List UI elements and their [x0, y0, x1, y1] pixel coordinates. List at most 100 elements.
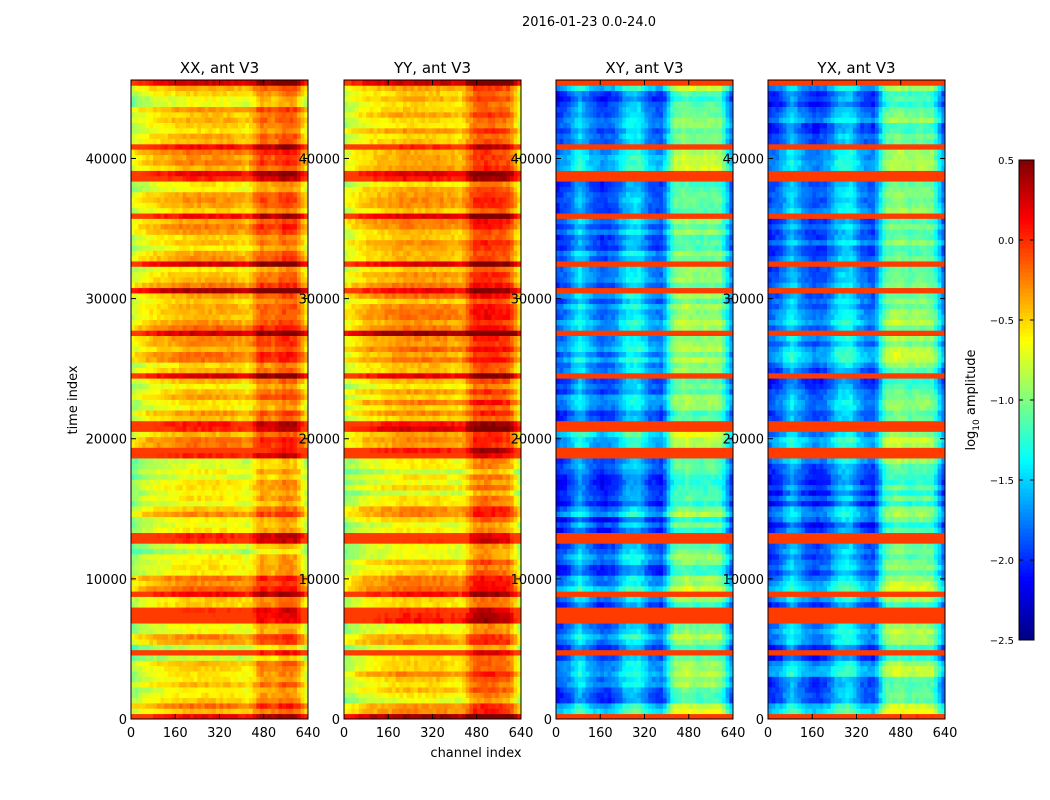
heatmap-cell [171, 617, 176, 624]
heatmap-cell [263, 591, 268, 597]
heatmap-cell [226, 580, 231, 587]
heatmap-cell [156, 639, 161, 645]
heatmap-cell [267, 330, 272, 336]
heatmap-cell [156, 420, 161, 427]
heatmap-cell [223, 479, 228, 486]
heatmap-cell [178, 537, 184, 544]
heatmap-cell [282, 500, 287, 507]
heatmap-cell [215, 282, 220, 289]
heatmap-cell [149, 388, 154, 395]
heatmap-cell [263, 474, 268, 480]
heatmap-cell [138, 537, 143, 544]
heatmap-cell [138, 612, 143, 619]
heatmap-cell [282, 388, 287, 395]
heatmap-cell [167, 170, 172, 177]
heatmap-cell [252, 394, 257, 400]
heatmap-cell [252, 527, 257, 534]
heatmap-cell [153, 335, 158, 342]
heatmap-cell [234, 324, 239, 331]
heatmap-cell [278, 516, 283, 523]
heatmap-cell [175, 521, 180, 528]
heatmap-cell [304, 324, 309, 331]
heatmap-cell [134, 442, 139, 448]
heatmap-cell [293, 255, 298, 262]
heatmap-cell [190, 250, 195, 257]
heatmap-cell [197, 383, 202, 390]
heatmap-cell [131, 644, 136, 651]
heatmap-cell [145, 388, 150, 395]
heatmap-cell [293, 431, 298, 438]
heatmap-cell [237, 516, 243, 523]
heatmap-cell [252, 585, 257, 592]
heatmap-cell [142, 314, 147, 321]
heatmap-cell [300, 335, 305, 342]
heatmap-cell [256, 234, 261, 241]
heatmap-cell [182, 245, 187, 251]
heatmap-cell [282, 575, 287, 581]
heatmap-cell [245, 553, 250, 560]
heatmap-cell [252, 687, 257, 693]
heatmap-cell [190, 330, 195, 336]
heatmap-cell [167, 585, 172, 592]
heatmap-cell [230, 367, 235, 374]
heatmap-cell [304, 271, 309, 278]
heatmap-cell [256, 575, 261, 581]
heatmap-cell [142, 671, 147, 677]
heatmap-cell [208, 234, 213, 241]
heatmap-cell [138, 564, 143, 571]
heatmap-cell [260, 324, 265, 331]
heatmap-cell [274, 277, 279, 283]
heatmap-cell [134, 298, 139, 305]
heatmap-cell [285, 223, 290, 230]
heatmap-cell [296, 431, 302, 438]
heatmap-cell [267, 404, 272, 411]
heatmap-cell [285, 293, 290, 299]
heatmap-cell [278, 197, 283, 203]
heatmap-cell [193, 596, 198, 603]
heatmap-cell [304, 490, 309, 496]
heatmap-cell [178, 601, 184, 608]
heatmap-cell [263, 511, 268, 518]
heatmap-cell [178, 484, 184, 491]
heatmap-cell [249, 564, 254, 571]
heatmap-cell [234, 372, 239, 379]
heatmap-cell [208, 537, 213, 544]
heatmap-cell [215, 404, 220, 411]
heatmap-cell [278, 495, 283, 502]
heatmap-cell [230, 463, 235, 470]
heatmap-cell [186, 703, 191, 709]
heatmap-cell [204, 335, 209, 342]
heatmap-cell [149, 628, 154, 635]
heatmap-cell [252, 452, 257, 459]
heatmap-cell [241, 607, 246, 613]
heatmap-cell [219, 229, 224, 235]
heatmap-cell [131, 442, 136, 448]
heatmap-cell [175, 479, 180, 486]
heatmap-cell [145, 223, 150, 230]
heatmap-cell [234, 356, 239, 363]
heatmap-cell [274, 261, 279, 267]
heatmap-cell [230, 585, 235, 592]
heatmap-cell [138, 202, 143, 209]
heatmap-cell [278, 175, 283, 182]
heatmap-cell [285, 308, 290, 315]
heatmap-cell [160, 245, 165, 251]
heatmap-cell [260, 703, 265, 709]
heatmap-cell [167, 287, 172, 294]
heatmap-cell [204, 697, 209, 704]
heatmap-cell [226, 708, 231, 715]
heatmap-cell [234, 442, 239, 448]
heatmap-cell [223, 585, 228, 592]
heatmap-cell [149, 324, 154, 331]
heatmap-cell [149, 665, 154, 672]
heatmap-cell [293, 649, 298, 656]
heatmap-cell [171, 261, 176, 267]
heatmap-cell [219, 394, 224, 400]
heatmap-cell [260, 623, 265, 629]
heatmap-cell [193, 537, 198, 544]
heatmap-cell [138, 298, 143, 305]
heatmap-cell [138, 474, 143, 480]
heatmap-cell [182, 617, 187, 624]
heatmap-cell [282, 649, 287, 656]
heatmap-cell [190, 521, 195, 528]
